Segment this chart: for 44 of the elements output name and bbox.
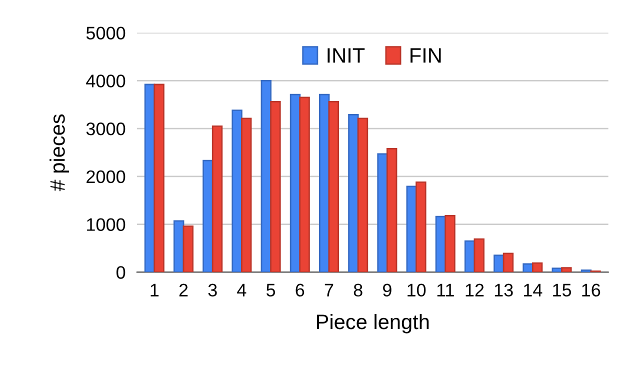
y-tick-label: 5000 xyxy=(86,26,126,40)
bar xyxy=(241,118,252,272)
bar xyxy=(154,84,164,272)
x-tick-label: 10 xyxy=(408,284,426,297)
x-tick-label: 1 xyxy=(150,284,159,296)
bar xyxy=(357,118,368,272)
bar xyxy=(174,220,184,272)
y-axis-title: # pieces xyxy=(50,114,70,192)
x-tick-label: 12 xyxy=(466,284,484,296)
bar xyxy=(494,254,504,272)
x-axis-title: Piece length xyxy=(317,314,429,334)
x-tick-label: 13 xyxy=(494,284,513,297)
bar xyxy=(182,225,194,272)
bar xyxy=(474,238,484,272)
x-tick-label: 4 xyxy=(237,284,246,296)
bar xyxy=(270,101,281,272)
x-tick-label: 11 xyxy=(437,284,454,296)
y-tick-label: 2000 xyxy=(86,170,126,184)
bar xyxy=(561,267,572,272)
x-tick-label: 6 xyxy=(296,284,304,297)
legend-label: FIN xyxy=(410,48,441,63)
bar xyxy=(386,148,398,272)
bar xyxy=(328,101,340,272)
x-tick-label: 14 xyxy=(524,284,542,296)
x-tick-label: 3 xyxy=(208,284,217,297)
bar xyxy=(444,214,456,272)
x-tick-label: 2 xyxy=(179,284,188,296)
bar xyxy=(212,125,223,272)
y-tick-label: 4000 xyxy=(86,74,126,88)
bar xyxy=(299,96,310,272)
y-tick-label: 0 xyxy=(116,266,126,279)
y-tick-label: 3000 xyxy=(86,122,126,136)
x-tick-label: 9 xyxy=(383,284,392,297)
bar xyxy=(532,262,543,272)
x-tick-label: 5 xyxy=(266,284,276,297)
x-tick-label: 15 xyxy=(553,284,572,297)
x-tick-label: 16 xyxy=(582,284,600,297)
bar xyxy=(416,181,426,272)
x-tick-label: 8 xyxy=(354,284,362,297)
bar xyxy=(232,110,242,272)
y-tick-label: 1000 xyxy=(87,218,126,231)
x-tick-label: 7 xyxy=(324,284,334,296)
legend-label: INIT xyxy=(328,48,365,63)
bar xyxy=(502,252,514,272)
